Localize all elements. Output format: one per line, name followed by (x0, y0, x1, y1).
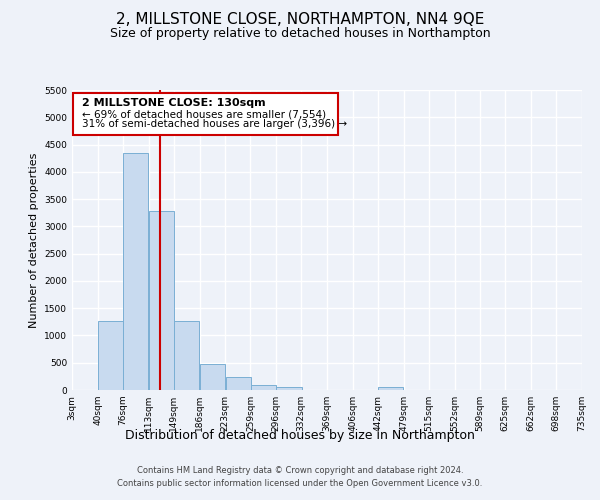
Text: Size of property relative to detached houses in Northampton: Size of property relative to detached ho… (110, 28, 490, 40)
Bar (251, 385, 276, 390)
Bar (378, 386, 403, 390)
Text: 2 MILLSTONE CLOSE: 130sqm: 2 MILLSTONE CLOSE: 130sqm (82, 98, 265, 108)
Bar (174, 320, 199, 390)
Y-axis label: Number of detached properties: Number of detached properties (29, 152, 38, 328)
Bar (226, 377, 251, 390)
Bar (200, 364, 225, 390)
Text: 2, MILLSTONE CLOSE, NORTHAMPTON, NN4 9QE: 2, MILLSTONE CLOSE, NORTHAMPTON, NN4 9QE (116, 12, 484, 28)
FancyBboxPatch shape (73, 92, 338, 134)
Text: 31% of semi-detached houses are larger (3,396) →: 31% of semi-detached houses are larger (… (82, 120, 347, 130)
Text: ← 69% of detached houses are smaller (7,554): ← 69% of detached houses are smaller (7,… (82, 109, 326, 119)
Text: Distribution of detached houses by size in Northampton: Distribution of detached houses by size … (125, 428, 475, 442)
Bar (98, 320, 123, 390)
Bar (149, 210, 174, 390)
Bar (123, 152, 148, 390)
Bar (277, 386, 302, 390)
Text: Contains HM Land Registry data © Crown copyright and database right 2024.
Contai: Contains HM Land Registry data © Crown c… (118, 466, 482, 487)
